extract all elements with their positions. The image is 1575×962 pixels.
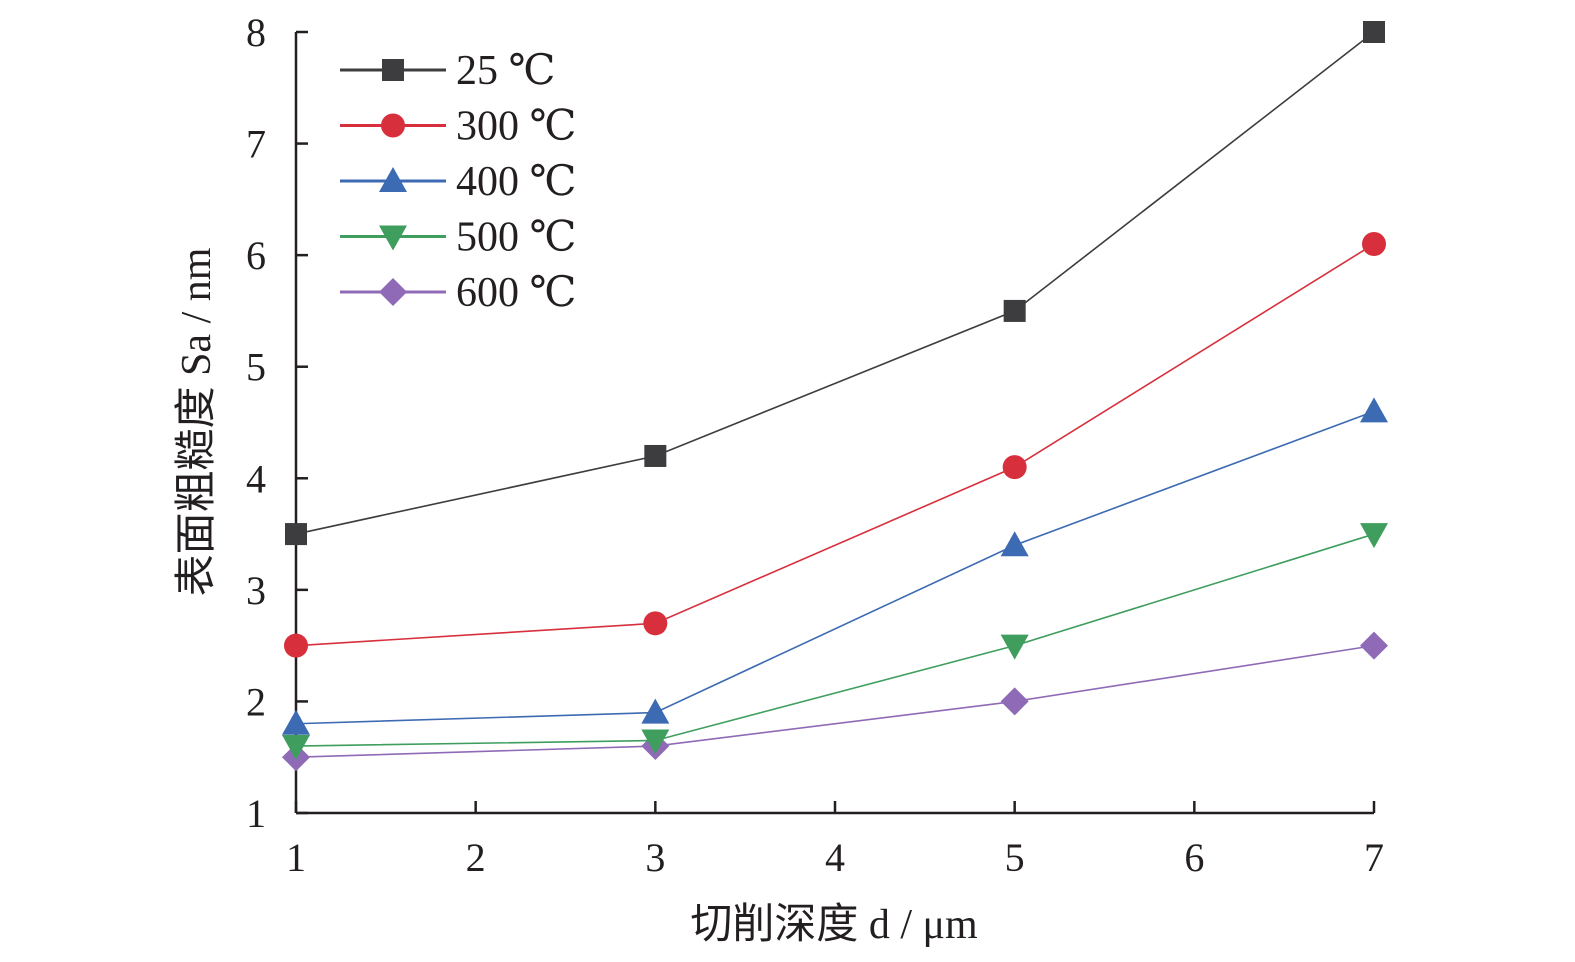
x-tick-label: 6 <box>1184 835 1204 880</box>
legend-label: 600 ℃ <box>456 270 576 316</box>
data-point-marker <box>1000 531 1029 557</box>
x-tick-label: 7 <box>1364 835 1384 880</box>
axis-titles: 切削深度 d / μm 表面粗糙度 Sa / nm <box>174 247 978 948</box>
legend-entry: 300 ℃ <box>340 104 576 150</box>
legend-marker <box>379 278 407 306</box>
data-point-marker <box>1000 634 1029 660</box>
legend-label: 400 ℃ <box>456 159 576 205</box>
data-point-marker <box>1363 21 1385 43</box>
data-point-marker <box>1002 455 1027 480</box>
y-tick-label: 6 <box>246 233 266 278</box>
legend-entry: 400 ℃ <box>340 159 576 205</box>
legend-entry: 500 ℃ <box>340 215 576 261</box>
y-tick-label: 1 <box>246 791 266 836</box>
data-point-marker <box>284 633 308 658</box>
series-4 <box>282 523 1388 761</box>
series-layer <box>282 21 1388 772</box>
data-point-marker <box>641 729 670 755</box>
series-line <box>295 31 1375 535</box>
legend-label: 500 ℃ <box>456 215 576 261</box>
x-tick-label: 4 <box>825 835 845 880</box>
y-tick-label: 2 <box>246 679 266 724</box>
data-point-marker <box>1360 631 1388 660</box>
x-axis-title: 切削深度 d / μm <box>690 902 978 948</box>
data-point-marker <box>1360 397 1388 423</box>
y-tick-label: 4 <box>246 456 266 501</box>
axes: 1 2 3 4 5 6 7 8 1 2 3 4 5 6 7 <box>246 10 1384 880</box>
series-line <box>295 410 1375 725</box>
data-point-marker <box>282 735 310 761</box>
data-point-marker <box>1360 523 1388 549</box>
data-point-marker <box>1003 299 1026 322</box>
x-tick-label: 5 <box>1005 835 1025 880</box>
y-tick-label: 7 <box>246 122 266 167</box>
series-line <box>295 533 1375 747</box>
legend: 25 ℃ 300 ℃ 400 ℃ 500 ℃ 600 ℃ <box>340 48 576 316</box>
data-point-marker <box>1362 231 1386 256</box>
x-tick-label: 1 <box>286 835 306 880</box>
legend-marker <box>382 59 404 81</box>
data-point-marker <box>641 698 670 724</box>
series-line <box>295 644 1375 759</box>
y-tick-label: 3 <box>246 568 266 613</box>
data-point-marker <box>285 523 307 546</box>
legend-label: 25 ℃ <box>456 48 555 94</box>
legend-entry: 600 ℃ <box>340 270 576 316</box>
series-5 <box>282 631 1388 772</box>
data-point-marker <box>282 709 310 735</box>
legend-entry: 25 ℃ <box>340 48 555 94</box>
x-tick-label: 3 <box>645 835 665 880</box>
legend-marker <box>379 225 407 251</box>
y-tick-label: 5 <box>246 345 266 390</box>
y-tick-label: 8 <box>246 10 266 55</box>
series-3 <box>282 397 1388 735</box>
x-tick-label: 2 <box>466 835 486 880</box>
y-axis-title: 表面粗糙度 Sa / nm <box>174 247 220 596</box>
data-point-marker <box>644 444 667 467</box>
series-1 <box>285 21 1385 546</box>
legend-label: 300 ℃ <box>456 104 576 150</box>
series-line <box>295 243 1375 647</box>
series-2 <box>284 231 1386 658</box>
data-point-marker <box>643 611 668 636</box>
legend-marker <box>381 113 405 138</box>
data-point-marker <box>1000 687 1029 716</box>
legend-marker <box>379 167 407 192</box>
